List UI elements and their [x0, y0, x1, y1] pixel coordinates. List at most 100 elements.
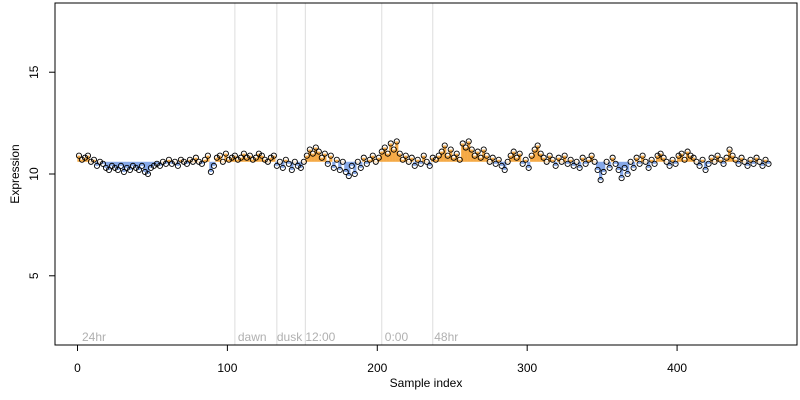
- bar-64: [269, 157, 273, 162]
- y-axis-title: Expression: [8, 144, 22, 203]
- bar-116: [425, 161, 429, 163]
- bar-95: [362, 157, 366, 162]
- point-202: [681, 156, 688, 163]
- bar-74: [299, 161, 303, 168]
- point-178: [609, 154, 616, 161]
- point-9: [102, 164, 110, 171]
- y-tick-label-1: 10: [27, 167, 41, 181]
- point-92: [351, 170, 358, 178]
- point-114: [417, 160, 424, 167]
- bar-228: [760, 161, 765, 166]
- point-227: [756, 158, 763, 165]
- point-141: [498, 162, 505, 169]
- point-150: [525, 164, 532, 171]
- point-171: [588, 152, 595, 159]
- point-93: [354, 158, 361, 165]
- bar-87: [338, 161, 342, 170]
- point-28: [159, 158, 166, 165]
- bar-7: [98, 161, 102, 163]
- bar-187: [638, 161, 642, 164]
- bar-43: [206, 155, 210, 162]
- bar-44: [209, 161, 213, 172]
- point-127: [456, 156, 463, 163]
- bar-98: [371, 155, 375, 162]
- bar-67: [278, 161, 282, 163]
- bar-40: [197, 161, 201, 163]
- point-113: [414, 156, 421, 163]
- point-1: [78, 156, 86, 163]
- bar-92: [353, 161, 357, 174]
- bar-53: [236, 159, 240, 162]
- point-132: [471, 152, 478, 159]
- annotation-0: 24hr: [82, 330, 106, 344]
- bar-16: [125, 161, 129, 168]
- point-176: [603, 158, 610, 165]
- bar-37: [188, 159, 192, 162]
- x-tick-label-3: 300: [517, 361, 537, 375]
- bar-21: [140, 161, 144, 166]
- bar-61: [260, 155, 264, 162]
- bar-156: [545, 161, 549, 163]
- bar-70: [287, 161, 291, 164]
- bar-144: [509, 155, 513, 162]
- bar-63: [266, 161, 270, 163]
- bar-213: [715, 155, 720, 162]
- y-tick-label-2: 15: [27, 65, 41, 79]
- point-203: [684, 148, 691, 155]
- y-axis: 5 10 15: [27, 65, 55, 279]
- point-98: [369, 152, 376, 159]
- point-184: [627, 158, 634, 165]
- point-4: [87, 158, 95, 165]
- bar-201: [679, 153, 684, 162]
- bar-111: [410, 157, 414, 162]
- point-212: [711, 158, 718, 165]
- point-86: [333, 156, 340, 163]
- bar-161: [560, 161, 564, 163]
- bar-203: [685, 151, 690, 162]
- bar-65: [272, 155, 276, 162]
- point-223: [744, 162, 751, 169]
- point-102: [381, 144, 388, 151]
- bar-130: [467, 141, 471, 162]
- point-207: [696, 162, 703, 169]
- bar-26: [155, 161, 159, 164]
- point-69: [282, 156, 289, 163]
- time-annotations: 24hr dawn dusk 12:00 0:00 48hr: [82, 330, 458, 344]
- point-53: [234, 156, 241, 163]
- bar-224: [748, 159, 753, 162]
- bar-35: [182, 161, 186, 163]
- point-70: [285, 160, 292, 167]
- bar-115: [422, 155, 426, 162]
- point-181: [618, 175, 625, 182]
- point-194: [657, 150, 664, 157]
- point-43: [204, 152, 211, 159]
- point-195: [660, 154, 667, 161]
- bar-133: [476, 151, 480, 162]
- point-168: [579, 154, 586, 161]
- bar-49: [224, 153, 228, 162]
- point-123: [444, 152, 451, 159]
- bar-178: [611, 157, 615, 162]
- annotation-4: 0:00: [385, 330, 409, 344]
- point-85: [330, 164, 337, 171]
- point-50: [225, 156, 232, 163]
- point-7: [96, 158, 104, 165]
- bar-117: [428, 161, 432, 166]
- point-82: [321, 150, 328, 157]
- bar-165: [572, 161, 576, 166]
- bar-102: [383, 147, 387, 162]
- point-14: [117, 162, 125, 169]
- bar-186: [635, 157, 639, 162]
- point-187: [636, 160, 643, 167]
- point-19: [132, 164, 139, 171]
- point-97: [366, 156, 373, 163]
- point-99: [372, 158, 379, 165]
- bar-3: [86, 155, 90, 162]
- point-90: [345, 172, 352, 180]
- point-136: [483, 152, 490, 159]
- bar-123: [446, 155, 450, 162]
- bar-14: [119, 161, 123, 166]
- point-211: [708, 154, 715, 161]
- bar-196: [664, 161, 669, 163]
- bar-125: [452, 157, 456, 162]
